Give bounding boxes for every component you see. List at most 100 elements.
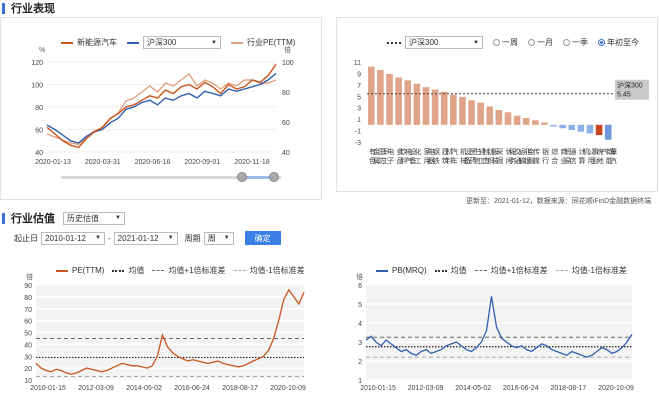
radio-circle-icon <box>528 39 535 46</box>
bar-category-label: 电 <box>428 147 435 156</box>
y-tick-label: 5 <box>357 94 361 101</box>
y-right-unit: 倍 <box>284 45 291 54</box>
radio-circle-icon <box>563 39 570 46</box>
benchmark-select-left[interactable]: 沪深300 ▼ <box>143 36 221 49</box>
period-select-value: 周 <box>207 233 216 243</box>
bar-category-label: 汽 <box>451 147 458 156</box>
y-left-tick-label: 80 <box>35 105 43 112</box>
bar-category-label: 媒 <box>533 156 540 165</box>
bar-category-label: 制 <box>482 147 489 156</box>
legend-label-ev[interactable]: 新能源汽车 <box>77 38 117 47</box>
bar-5 <box>413 83 421 125</box>
bar-category-label: 电 <box>405 147 412 156</box>
bar-category-label: 用 <box>424 157 431 165</box>
bar-category-label: 工 <box>478 158 485 165</box>
bar-22 <box>568 124 576 130</box>
bar-23 <box>577 124 585 132</box>
legend-label-pe[interactable]: 行业PE(TTM) <box>247 38 296 47</box>
radio-label-ytd: 年初至今 <box>607 38 639 47</box>
bar-category-label: 钢 <box>433 147 440 156</box>
radio-week[interactable]: 一周 <box>493 37 518 48</box>
x-tick-label: 2010-01-15 <box>360 385 396 392</box>
legend-swatch-mean <box>112 269 125 272</box>
bar-category-label: 造 <box>482 156 489 165</box>
range-slider-selection[interactable] <box>241 176 273 179</box>
bar-6 <box>422 87 430 125</box>
bar-9 <box>450 94 457 125</box>
y-right-tick-label: 80 <box>282 90 290 97</box>
bar-category-label: 输 <box>519 156 526 165</box>
period-select[interactable]: 周 ▼ <box>203 231 234 245</box>
bar-category-label: 筑 <box>442 156 449 165</box>
bar-15 <box>504 112 512 125</box>
bar-category-label: 服 <box>491 148 498 156</box>
benchmark-select-right[interactable]: 沪深300 ▼ <box>405 36 483 49</box>
section-title-industry-performance: 行业表现 <box>2 0 55 16</box>
bar-category-label: 军 <box>382 148 389 156</box>
legend-swatch-pe-ttm <box>56 269 68 272</box>
end-date-input[interactable]: 2021-01-12 ▼ <box>113 231 178 245</box>
y-tick-label: 3 <box>357 106 361 113</box>
legend-label-plus1sd[interactable]: 均值+1倍标准差 <box>168 266 226 275</box>
y-tick-label: 20 <box>24 366 32 373</box>
y-tick-label: -1 <box>355 129 361 136</box>
section-title-text: 行业表现 <box>11 3 55 15</box>
start-date-input[interactable]: 2010-01-12 ▼ <box>41 231 105 245</box>
bar-category-label: 电 <box>387 147 394 156</box>
bar-category-label: 合 <box>551 156 558 165</box>
range-slider-track[interactable] <box>61 176 281 179</box>
legend-label-plus1sd[interactable]: 均值+1倍标准差 <box>490 266 548 275</box>
legend-label-mean[interactable]: 均值 <box>128 266 145 275</box>
bar-category-label: 物 <box>473 156 480 165</box>
bar-3 <box>395 77 402 125</box>
radio-quarter[interactable]: 一季 <box>563 37 588 48</box>
series-line-hs300 <box>46 72 277 144</box>
series-line <box>35 288 305 375</box>
bar-category-label: 属 <box>373 157 380 165</box>
bar-13 <box>486 106 494 125</box>
bar-category-label: 休 <box>506 147 513 156</box>
bar-category-label: 装 <box>491 156 498 165</box>
legend-label-minus1sd[interactable]: 均值-1倍标准差 <box>571 266 627 275</box>
legend-swatch-plus1sd <box>474 270 487 271</box>
x-tick-label: 2016-06-24 <box>503 385 539 392</box>
bar-category-label: 算 <box>579 156 586 165</box>
bar-category-label: 子 <box>387 157 394 165</box>
source-note: 更新至：2021-01-12，数据来源：同花顺iFinD金融数据终端 <box>466 198 652 205</box>
bar-category-label: 化 <box>415 147 422 156</box>
period-label: 周期 <box>184 233 201 243</box>
bar-category-label: 贸 <box>564 147 571 156</box>
range-slider-handle-right[interactable] <box>269 172 279 182</box>
legend-label-pb[interactable]: PB(MRQ) <box>392 266 427 275</box>
history-select-value: 历史估值 <box>67 213 99 223</box>
line-legend: 新能源汽车 沪深300 ▼ 行业PE(TTM) <box>61 36 295 49</box>
bar-category-label: 料 <box>446 156 453 165</box>
history-valuation-select[interactable]: 历史估值 ▼ <box>63 211 125 225</box>
pe-legend: PE(TTM) 均值 均值+1倍标准差 均值-1倍标准差 <box>56 265 305 276</box>
legend-label-pe-ttm[interactable]: PE(TTM) <box>72 266 105 275</box>
bar-category-label: 气 <box>405 156 412 165</box>
radio-ytd[interactable]: 年初至今 <box>598 37 639 48</box>
end-date-value: 2021-01-12 <box>117 233 159 243</box>
bar-category-label: 材 <box>446 147 453 156</box>
radio-month[interactable]: 一月 <box>528 37 553 48</box>
section-title-text: 行业估值 <box>11 213 55 225</box>
x-tick-label: 2014-05-02 <box>126 385 162 392</box>
bar-category-label: 铁 <box>433 156 440 165</box>
y-tick-label: 5 <box>358 302 362 309</box>
chevron-down-icon: ▼ <box>211 39 217 46</box>
date-separator: - <box>108 233 111 243</box>
bar-category-label: 工 <box>415 158 422 165</box>
legend-swatch-minus1sd <box>233 270 246 271</box>
x-tick-label: 2012-03-09 <box>408 385 444 392</box>
start-end-label: 起止日 <box>14 233 38 243</box>
range-slider-handle-left[interactable] <box>237 172 247 182</box>
performance-line-chart: % 倍 120 100 80 60 40 100 80 60 40 2020-01-13 2020-03… <box>31 45 293 166</box>
legend-label-minus1sd[interactable]: 均值-1倍标准差 <box>249 266 305 275</box>
bar-4 <box>404 80 412 125</box>
bar-category-label: 新 <box>606 147 613 156</box>
y-left-unit: % <box>39 47 45 54</box>
confirm-button[interactable]: 确定 <box>244 231 281 245</box>
legend-label-mean[interactable]: 均值 <box>450 266 467 275</box>
bar-category-label: 器 <box>428 157 435 165</box>
